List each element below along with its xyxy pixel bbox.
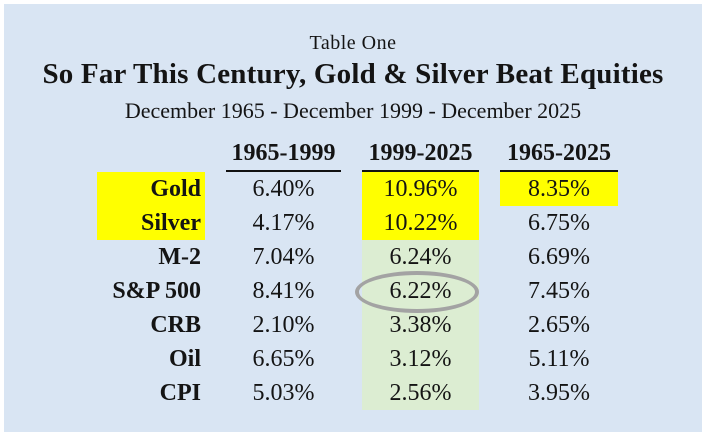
value-cell: 3.12% [362,342,479,376]
table-panel: Table One So Far This Century, Gold & Si… [4,4,702,432]
value-cell: 4.17% [252,209,315,236]
row-label-cell: M-2 [4,240,205,274]
value-cell: 7.45% [528,277,590,304]
value-cell: 8.41% [252,277,315,304]
value-cell: 3.38% [362,308,479,342]
row-label-cell: Gold [4,172,205,206]
row-label-cell: Oil [4,342,205,376]
value-cell: 6.40% [252,175,315,202]
row-label-cell: S&P 500 [4,274,205,308]
value-cell: 6.65% [252,345,315,372]
column-header-1965-2025: 1965-2025 [500,136,618,172]
value-cell: 2.10% [252,311,315,338]
table-caption: Table One [309,32,397,54]
row-label: M-2 [158,243,201,270]
row-label: CRB [150,311,201,338]
table-subtitle: December 1965 - December 1999 - December… [124,98,582,123]
value-cell: 6.75% [528,209,590,236]
row-label: CPI [159,379,201,406]
column-header-1965-1999: 1965-1999 [226,136,341,172]
returns-table: 1965-1999 1999-2025 1965-2025 Gold 6.40% 10.9… [4,136,618,410]
row-label: Oil [168,345,201,372]
table-title: So Far This Century, Gold & Silver Beat … [42,58,664,90]
value-cell: 10.96% [362,172,479,206]
table-corner-cell [4,136,205,172]
value-cell: 6.22% [362,274,479,308]
value-cell: 10.22% [362,206,479,240]
value-cell: 6.69% [528,243,590,270]
row-label: S&P 500 [112,277,201,304]
row-label: Silver [97,206,205,240]
value-cell: 8.35% [500,172,618,206]
value-cell: 3.95% [528,379,590,406]
value-cell: 5.11% [528,345,590,372]
row-label: Gold [97,172,205,206]
column-header-1999-2025: 1999-2025 [362,136,479,172]
row-label-cell: CRB [4,308,205,342]
row-label-cell: CPI [4,376,205,410]
value-cell: 2.56% [362,376,479,410]
row-label-cell: Silver [4,206,205,240]
value-cell: 5.03% [252,379,315,406]
value-cell: 6.24% [362,240,479,274]
value-cell: 7.04% [252,243,315,270]
value-cell: 2.65% [528,311,590,338]
